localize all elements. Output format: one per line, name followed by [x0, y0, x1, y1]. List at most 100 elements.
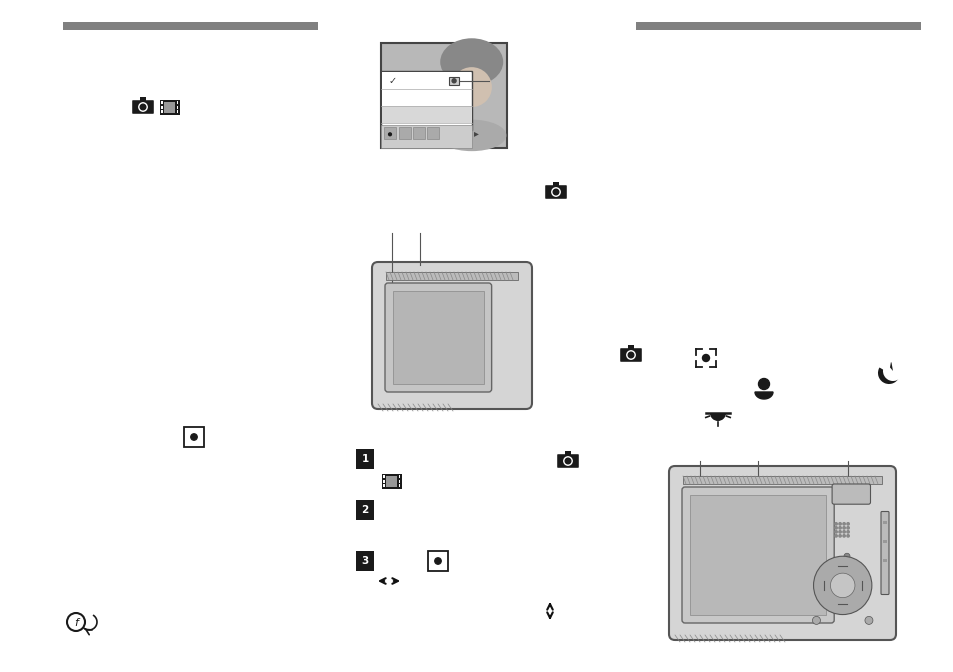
- Bar: [383, 484, 385, 487]
- Bar: [393, 291, 483, 384]
- Circle shape: [812, 616, 820, 624]
- Bar: [355, 449, 374, 469]
- Bar: [882, 521, 886, 523]
- Bar: [383, 475, 385, 478]
- Circle shape: [191, 434, 197, 440]
- Bar: [384, 127, 395, 139]
- Circle shape: [838, 531, 841, 533]
- FancyBboxPatch shape: [681, 487, 833, 623]
- Bar: [427, 127, 438, 139]
- Bar: [176, 106, 178, 108]
- Bar: [381, 106, 470, 123]
- Bar: [176, 101, 178, 104]
- Bar: [398, 475, 400, 478]
- Circle shape: [834, 531, 837, 533]
- Bar: [388, 129, 391, 132]
- Bar: [449, 77, 458, 85]
- Bar: [627, 345, 634, 349]
- Circle shape: [564, 458, 570, 464]
- Bar: [553, 182, 558, 186]
- Bar: [381, 89, 470, 106]
- Wedge shape: [882, 361, 902, 381]
- Circle shape: [843, 553, 849, 559]
- Circle shape: [553, 190, 558, 195]
- FancyBboxPatch shape: [385, 283, 491, 392]
- Bar: [696, 349, 716, 367]
- Text: 1: 1: [361, 454, 368, 464]
- Circle shape: [435, 558, 440, 564]
- Circle shape: [838, 523, 841, 525]
- Circle shape: [813, 556, 871, 615]
- Circle shape: [834, 523, 837, 525]
- Bar: [383, 480, 385, 482]
- Text: 2: 2: [361, 505, 368, 515]
- Bar: [176, 110, 178, 113]
- Bar: [882, 540, 886, 543]
- Circle shape: [846, 527, 848, 529]
- FancyBboxPatch shape: [384, 130, 395, 138]
- Bar: [636, 22, 920, 30]
- Bar: [398, 127, 411, 139]
- Circle shape: [563, 457, 572, 465]
- Circle shape: [842, 527, 844, 529]
- Bar: [160, 99, 180, 114]
- FancyBboxPatch shape: [668, 466, 895, 640]
- Bar: [161, 101, 163, 104]
- Bar: [381, 474, 401, 489]
- Bar: [161, 110, 163, 113]
- Bar: [355, 551, 374, 571]
- Bar: [380, 125, 471, 148]
- Wedge shape: [877, 362, 899, 384]
- Circle shape: [846, 531, 848, 533]
- Polygon shape: [754, 392, 772, 399]
- Circle shape: [551, 187, 559, 196]
- Text: 3: 3: [361, 556, 368, 566]
- Circle shape: [140, 104, 146, 110]
- Bar: [882, 560, 886, 562]
- FancyBboxPatch shape: [372, 262, 532, 409]
- Circle shape: [838, 535, 841, 537]
- Ellipse shape: [436, 120, 506, 151]
- Circle shape: [846, 535, 848, 537]
- Bar: [161, 106, 163, 108]
- Bar: [398, 480, 400, 482]
- Circle shape: [388, 132, 392, 136]
- Circle shape: [701, 355, 709, 362]
- Bar: [564, 451, 571, 455]
- Circle shape: [834, 527, 837, 529]
- Circle shape: [842, 535, 844, 537]
- Bar: [380, 43, 506, 148]
- Bar: [386, 476, 397, 487]
- Circle shape: [834, 535, 837, 537]
- Circle shape: [842, 523, 844, 525]
- Circle shape: [829, 573, 854, 597]
- Bar: [689, 495, 825, 615]
- Bar: [413, 127, 424, 139]
- Bar: [140, 97, 146, 101]
- Circle shape: [758, 378, 769, 390]
- Bar: [428, 551, 448, 571]
- Wedge shape: [709, 413, 725, 421]
- Bar: [381, 73, 470, 89]
- Text: f: f: [74, 618, 78, 628]
- Bar: [398, 484, 400, 487]
- Ellipse shape: [451, 67, 492, 107]
- FancyBboxPatch shape: [619, 348, 641, 362]
- Circle shape: [627, 352, 633, 358]
- FancyBboxPatch shape: [880, 511, 888, 595]
- Bar: [164, 101, 175, 112]
- Text: ✓: ✓: [389, 76, 396, 86]
- Bar: [63, 22, 317, 30]
- FancyBboxPatch shape: [557, 454, 578, 468]
- FancyBboxPatch shape: [132, 100, 153, 114]
- Circle shape: [842, 531, 844, 533]
- Circle shape: [838, 527, 841, 529]
- Bar: [380, 71, 471, 130]
- Bar: [682, 476, 882, 484]
- FancyBboxPatch shape: [831, 484, 869, 504]
- Circle shape: [626, 351, 635, 360]
- Text: ▸: ▸: [474, 128, 478, 138]
- Circle shape: [452, 79, 456, 83]
- Ellipse shape: [439, 38, 502, 85]
- Circle shape: [864, 616, 872, 624]
